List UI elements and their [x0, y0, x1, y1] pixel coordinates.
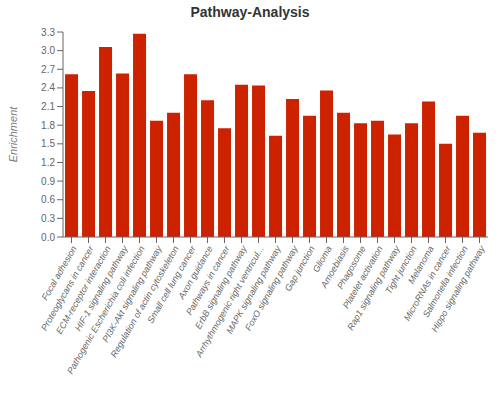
- svg-text:0.3: 0.3: [41, 213, 55, 224]
- svg-text:1.8: 1.8: [41, 120, 55, 131]
- svg-text:0.9: 0.9: [41, 176, 55, 187]
- svg-text:Melanoma: Melanoma: [406, 244, 436, 286]
- svg-text:MAPK signaling pathway: MAPK signaling pathway: [224, 244, 283, 336]
- svg-text:Pathways in cancer: Pathways in cancer: [184, 244, 232, 317]
- svg-text:Amoebiasis: Amoebiasis: [318, 244, 351, 290]
- svg-text:Small cell lung cancer: Small cell lung cancer: [145, 244, 198, 325]
- svg-text:3.0: 3.0: [41, 45, 55, 56]
- svg-text:Proteoglycans in cancer: Proteoglycans in cancer: [39, 244, 96, 333]
- svg-text:Tight junction: Tight junction: [383, 244, 419, 296]
- svg-text:Hippo signaling pathway: Hippo signaling pathway: [429, 244, 487, 334]
- svg-text:2.7: 2.7: [41, 64, 55, 75]
- svg-text:Salmonella infection: Salmonella infection: [420, 244, 470, 319]
- svg-text:Gap junction: Gap junction: [282, 244, 317, 293]
- svg-text:2.1: 2.1: [41, 101, 55, 112]
- html-text:Pathway-Analysis: Pathway-Analysis: [190, 4, 310, 20]
- svg-text:FoxO signaling pathway: FoxO signaling pathway: [243, 244, 300, 333]
- svg-text:MicroRNAs in cancer: MicroRNAs in cancer: [401, 244, 453, 323]
- svg-text:Phagosome: Phagosome: [335, 244, 368, 291]
- svg-text:ECM-receptor interaction: ECM-receptor interaction: [54, 244, 113, 336]
- svg-text:Arrhythmogenic right ventricul: Arrhythmogenic right ventricul...: [193, 244, 265, 359]
- svg-text:Rap1 signaling pathway: Rap1 signaling pathway: [345, 244, 402, 332]
- svg-text:Enrichment: Enrichment: [8, 106, 19, 163]
- svg-text:Axon guidance: Axon guidance: [176, 244, 215, 301]
- svg-text:2.4: 2.4: [41, 82, 55, 93]
- svg-text:Regulation of actin cytoskelet: Regulation of actin cytoskeleton: [109, 244, 181, 359]
- svg-text:3.3: 3.3: [41, 27, 55, 38]
- svg-text:1.2: 1.2: [41, 157, 55, 168]
- svg-text:HIF-1 signaling pathway: HIF-1 signaling pathway: [72, 244, 130, 333]
- svg-text:0.0: 0.0: [41, 232, 55, 243]
- svg-text:ErbB signaling pathway: ErbB signaling pathway: [193, 244, 249, 331]
- svg-text:PI3K-Akt signaling pathway: PI3K-Akt signaling pathway: [100, 244, 164, 345]
- svg-text:Focal adhesion: Focal adhesion: [39, 244, 79, 303]
- svg-text:Platelet activation: Platelet activation: [340, 244, 385, 311]
- svg-text:Pathogenic Escherichia coli in: Pathogenic Escherichia coli infection: [65, 244, 147, 376]
- svg-text:0.6: 0.6: [41, 194, 55, 205]
- svg-text:1.5: 1.5: [41, 138, 55, 149]
- svg-text:Glioma: Glioma: [310, 244, 334, 274]
